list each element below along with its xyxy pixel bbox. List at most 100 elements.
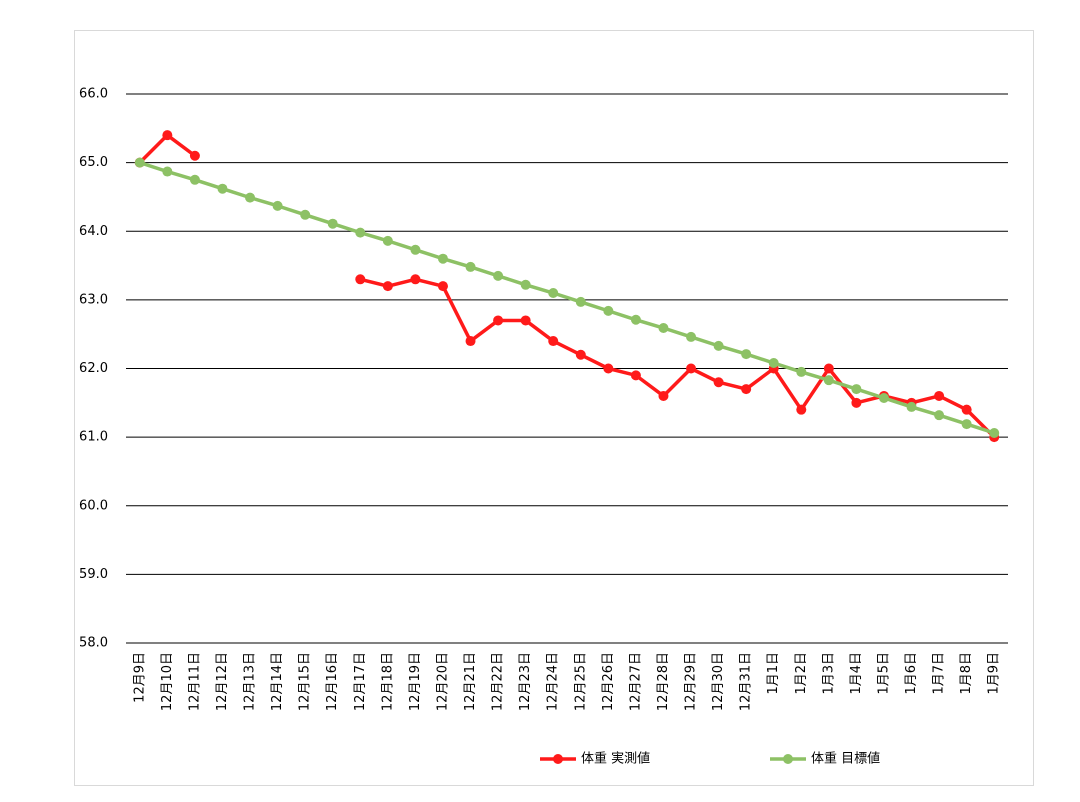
x-tick-label: 12月9日 (132, 652, 147, 703)
x-tick-label: 12月28日 (656, 652, 671, 711)
marker (162, 166, 173, 177)
marker (189, 150, 200, 161)
x-tick-label: 12月29日 (684, 652, 699, 711)
marker (465, 336, 476, 347)
chart-border (74, 30, 1034, 786)
x-tick-label: 12月30日 (711, 652, 726, 711)
marker (961, 419, 972, 430)
marker (437, 281, 448, 292)
marker (713, 340, 724, 351)
x-tick-label: 12月25日 (573, 652, 588, 711)
marker (520, 315, 531, 326)
x-tick-label: 12月31日 (739, 652, 754, 711)
marker (355, 227, 366, 238)
marker (658, 323, 669, 334)
marker (823, 375, 834, 386)
x-tick-label: 12月12日 (215, 652, 230, 711)
marker (630, 370, 641, 381)
marker (961, 404, 972, 415)
marker (410, 274, 421, 285)
x-tick-label: 1月6日 (904, 652, 919, 695)
legend-label: 体重 目標値 (811, 751, 880, 767)
marker (851, 384, 862, 395)
marker (355, 274, 366, 285)
x-tick-label: 12月20日 (435, 652, 450, 711)
x-tick-label: 12月23日 (518, 652, 533, 711)
y-tick-label: 63.0 (79, 292, 108, 307)
x-tick-label: 12月10日 (160, 652, 175, 711)
marker (465, 261, 476, 272)
marker (686, 331, 697, 342)
marker (382, 235, 393, 246)
x-tick-label: 12月19日 (408, 652, 423, 711)
y-tick-label: 59.0 (79, 567, 108, 582)
x-tick-label: 12月24日 (546, 652, 561, 711)
marker (162, 130, 173, 141)
marker (327, 218, 338, 229)
marker (548, 336, 559, 347)
x-tick-label: 1月9日 (987, 652, 1002, 695)
x-tick-label: 12月16日 (325, 652, 340, 711)
y-tick-label: 58.0 (79, 636, 108, 651)
marker (272, 200, 283, 211)
marker (300, 209, 311, 220)
x-tick-label: 12月11日 (187, 652, 202, 711)
marker (630, 314, 641, 325)
legend-marker (553, 754, 563, 764)
marker (934, 390, 945, 401)
marker (741, 384, 752, 395)
y-tick-label: 64.0 (79, 224, 108, 239)
marker (189, 174, 200, 185)
x-tick-label: 1月3日 (821, 652, 836, 695)
marker (493, 270, 504, 281)
legend-label: 体重 実測値 (581, 751, 650, 767)
marker (548, 288, 559, 299)
marker (796, 366, 807, 377)
marker (493, 315, 504, 326)
x-tick-label: 1月5日 (876, 652, 891, 695)
x-tick-label: 12月15日 (298, 652, 313, 711)
y-tick-label: 61.0 (79, 430, 108, 445)
marker (437, 253, 448, 264)
y-tick-label: 62.0 (79, 361, 108, 376)
marker (134, 157, 145, 168)
marker (741, 349, 752, 360)
y-tick-label: 66.0 (79, 87, 108, 102)
marker (658, 390, 669, 401)
marker (245, 192, 256, 203)
marker (851, 397, 862, 408)
marker (575, 296, 586, 307)
marker (520, 279, 531, 290)
marker (686, 363, 697, 374)
marker (934, 410, 945, 421)
x-tick-label: 1月4日 (849, 652, 864, 695)
x-tick-label: 12月21日 (463, 652, 478, 711)
marker (410, 244, 421, 255)
x-tick-label: 1月8日 (959, 652, 974, 695)
x-tick-label: 1月1日 (766, 652, 781, 695)
x-tick-label: 12月17日 (353, 652, 368, 711)
marker (878, 393, 889, 404)
y-tick-label: 60.0 (79, 498, 108, 513)
marker (575, 349, 586, 360)
x-tick-label: 1月7日 (932, 652, 947, 695)
marker (382, 281, 393, 292)
marker (823, 363, 834, 374)
marker (217, 183, 228, 194)
marker (796, 404, 807, 415)
x-tick-label: 12月22日 (491, 652, 506, 711)
marker (603, 305, 614, 316)
marker (713, 377, 724, 388)
x-tick-label: 12月14日 (270, 652, 285, 711)
y-tick-label: 65.0 (79, 155, 108, 170)
x-tick-label: 12月27日 (628, 652, 643, 711)
x-tick-label: 12月13日 (243, 652, 258, 711)
x-tick-label: 12月18日 (380, 652, 395, 711)
marker (989, 428, 1000, 439)
x-tick-label: 12月26日 (601, 652, 616, 711)
marker (603, 363, 614, 374)
x-tick-label: 1月2日 (794, 652, 809, 695)
marker (906, 401, 917, 412)
